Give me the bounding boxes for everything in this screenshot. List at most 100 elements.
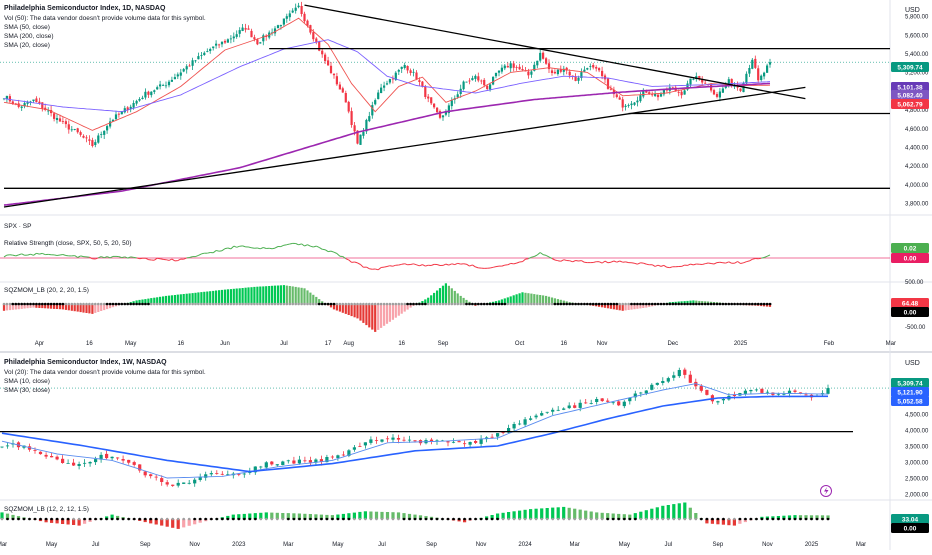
weekly-candle-body (826, 388, 829, 394)
sqz-daily-dot (82, 303, 85, 306)
sqz-daily-dot (268, 303, 271, 306)
rs-badge-1-text: 0.00 (904, 256, 917, 263)
weekly-candle (672, 372, 675, 381)
daily-candle (115, 111, 117, 121)
weekly-candle-body (705, 390, 708, 395)
rs-segment (502, 265, 505, 266)
rs-segment (511, 263, 514, 264)
sqz-daily-bar (436, 291, 438, 305)
rs-segment (741, 263, 744, 264)
sqz-daily-dot (156, 303, 159, 306)
sqz-weekly-dot (689, 518, 692, 521)
squeeze-momentum-daily-panel[interactable]: SQZMOM_LB (20, 2, 20, 1.5) 500.00-500.00… (3, 280, 929, 332)
sqz-daily-title: SQZMOM_LB (20, 2, 20, 1.5) (4, 287, 89, 294)
daily-candle-body (401, 67, 403, 69)
rs-segment (402, 264, 405, 265)
daily-candle-body (542, 53, 544, 59)
daily-candle-body (622, 99, 624, 107)
sqz-daily-dot (73, 303, 76, 306)
sqz-daily-dot (218, 303, 221, 306)
daily-candle (88, 135, 90, 145)
weekly-candle-body (672, 375, 675, 378)
daily-candle-body (147, 92, 149, 95)
rs-segment (605, 261, 608, 263)
daily-candle-body (298, 6, 300, 7)
daily-candle (82, 134, 84, 138)
sqz-daily-dot (427, 303, 430, 306)
sqz-weekly-dot (182, 518, 185, 521)
sqz-daily-dot (165, 303, 168, 306)
rs-segment (190, 257, 193, 258)
daily-candle-body (368, 116, 370, 121)
lightning-icon[interactable] (821, 486, 832, 497)
weekly-candle (650, 383, 653, 390)
rs-segment (417, 265, 420, 266)
rs-segment (658, 265, 661, 266)
sqz-daily-bar (271, 286, 273, 304)
rs-segment (16, 255, 19, 256)
sqz-daily-dot (536, 303, 539, 306)
rs-segment (431, 264, 434, 265)
sqz-daily-dot (300, 303, 303, 306)
rs-segment (157, 258, 160, 259)
rs-segment (664, 265, 667, 267)
sqz-daily-dot (235, 303, 238, 306)
daily-candle (580, 68, 582, 80)
daily-candle-body (21, 107, 23, 108)
daily-sma200-line (4, 83, 770, 205)
daily-candle (156, 86, 158, 90)
rs-segment (305, 245, 308, 246)
daily-trendlines[interactable] (4, 5, 891, 207)
daily-candle (412, 69, 414, 77)
weekly-x-tick-10: Nov (476, 542, 487, 548)
weekly-candle (210, 471, 213, 477)
rs-segment (302, 244, 305, 246)
rs-segment (337, 254, 340, 257)
daily-candle (71, 126, 73, 132)
rs-badge-0-text: 0.02 (904, 246, 917, 253)
squeeze-momentum-weekly-panel[interactable]: SQZMOM_LB (12, 2, 12, 1.5) 33.040.00 (0, 503, 929, 534)
rs-segment (749, 259, 752, 261)
daily-trendline-1 (4, 87, 805, 207)
sqz-daily-y-tick-0: 500.00 (905, 280, 924, 286)
sqz-daily-dot (212, 303, 215, 306)
daily-legend-volume: Vol (50): The data vendor doesn't provid… (4, 15, 206, 22)
rs-segment (561, 260, 564, 262)
daily-legend-sma200: SMA (200, close) (4, 33, 54, 40)
daily-candle-body (345, 93, 347, 102)
weekly-x-tick-12: Mar (570, 542, 580, 548)
daily-price-panel[interactable]: 5,800.005,600.005,400.005,200.005,000.00… (0, 2, 929, 208)
sqz-daily-bar (245, 288, 247, 304)
sqz-daily-bar (348, 304, 350, 315)
daily-candle-body (94, 142, 96, 145)
rs-segment (546, 255, 549, 257)
weekly-price-panel[interactable]: 5,500.005,000.004,500.004,000.003,500.00… (0, 359, 929, 498)
sqz-weekly-bar (551, 508, 554, 519)
daily-candle (471, 76, 473, 81)
daily-candle (189, 64, 191, 67)
sqz-daily-dot (350, 303, 353, 306)
weekly-time-axis: MarMayJulSepNov2023MarMayJulSepNov2024Ma… (0, 542, 866, 548)
rs-segment (57, 255, 60, 256)
daily-candle-body (32, 100, 34, 102)
weekly-x-tick-16: Nov (762, 542, 773, 548)
weekly-legend-volume: Vol (20): The data vendor doesn't provid… (4, 369, 206, 376)
sqz-daily-bar (212, 291, 214, 304)
rs-segment (744, 262, 747, 263)
weekly-candle-body (749, 390, 752, 391)
sqz-daily-dot (153, 303, 156, 306)
sqz-weekly-dot (276, 518, 279, 521)
sqz-daily-bar (250, 287, 252, 304)
daily-candle (259, 42, 261, 44)
weekly-candle (67, 459, 70, 463)
weekly-y-tick-3: 4,000.00 (905, 428, 929, 434)
daily-candle-body (71, 129, 73, 130)
daily-candle (510, 61, 512, 72)
weekly-candle-body (171, 485, 174, 486)
relative-strength-panel[interactable]: SPX · SP Relative Strength (close, SPX, … (0, 223, 929, 270)
sqz-daily-bar (180, 294, 182, 304)
weekly-candle (826, 385, 829, 395)
weekly-candle (446, 441, 449, 446)
weekly-candle-body (342, 455, 345, 456)
